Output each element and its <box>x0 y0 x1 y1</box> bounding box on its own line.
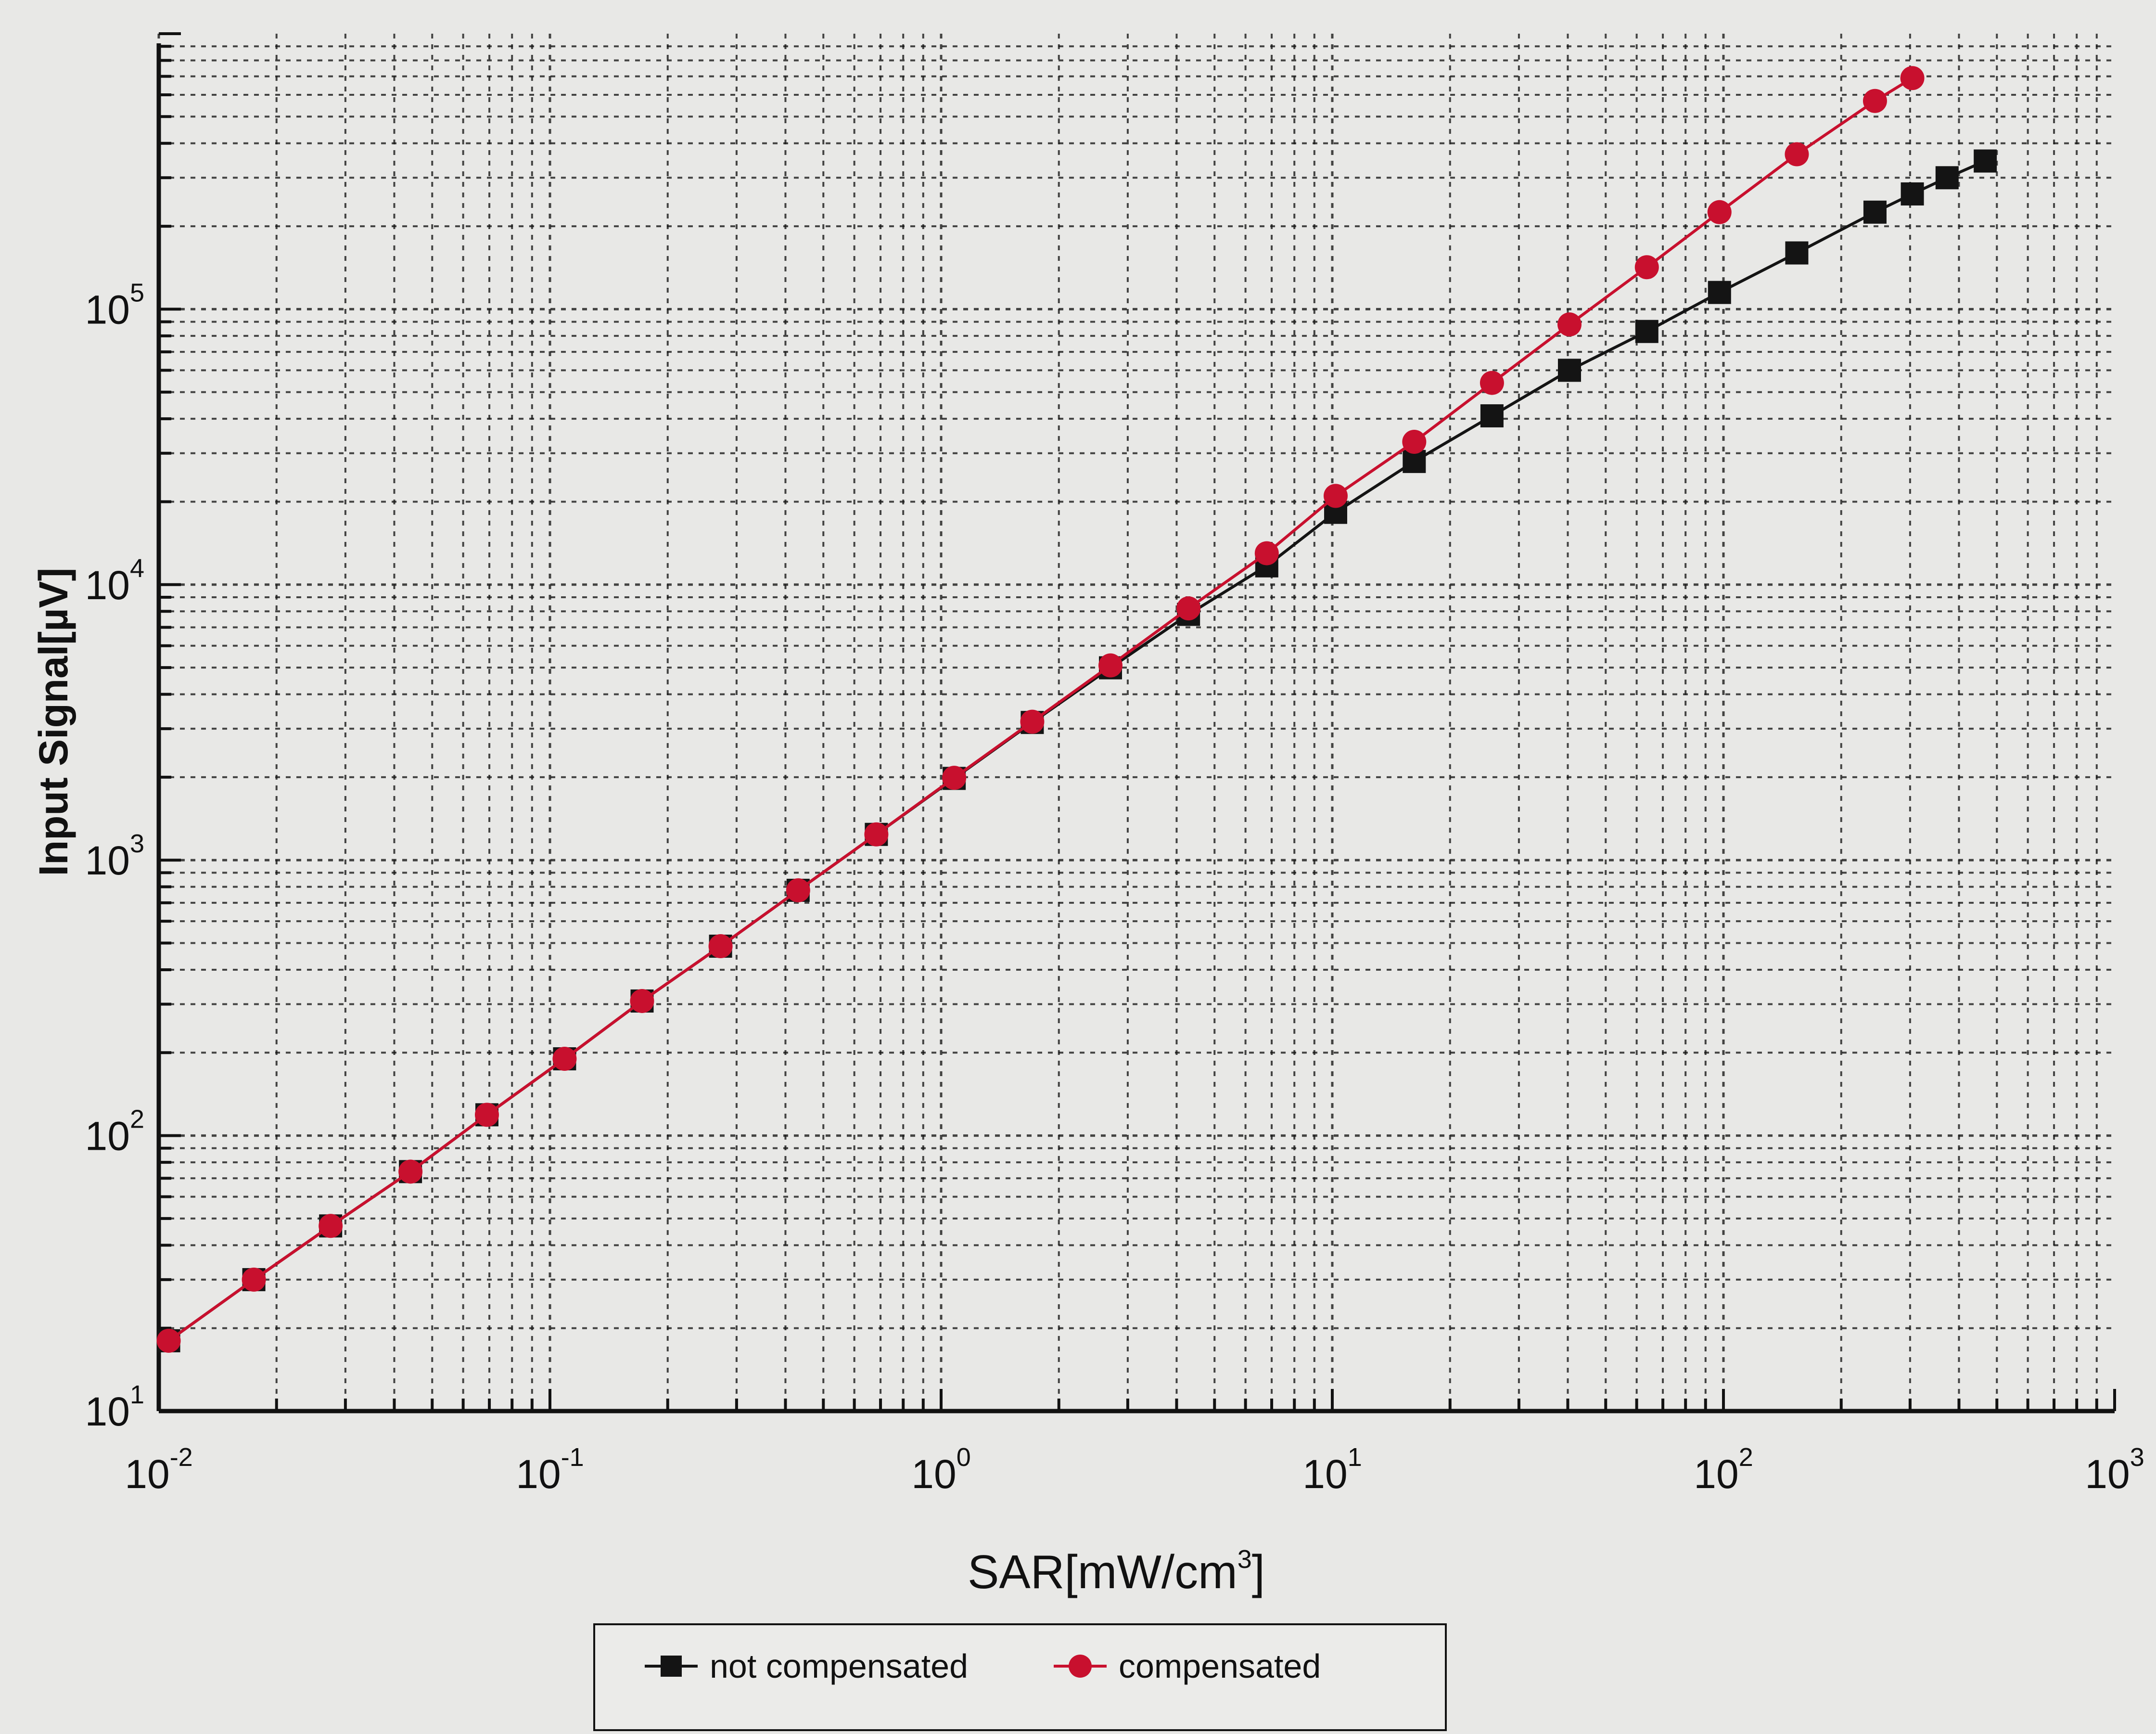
data-point-circle <box>1402 430 1427 454</box>
y-tick-exponent: 1 <box>130 1380 144 1409</box>
data-point-circle <box>1176 596 1201 621</box>
x-tick-labels: 10-2 10-1 100 101 102 103 <box>125 1443 2144 1497</box>
data-point-circle <box>1557 312 1582 337</box>
data-point-circle <box>1900 66 1925 90</box>
x-tick-label: 103 <box>2085 1443 2144 1497</box>
data-point-square <box>1557 359 1581 382</box>
legend-marker-circle <box>1069 1655 1092 1678</box>
x-tick-exponent: 3 <box>2130 1443 2144 1472</box>
data-point-circle <box>1634 255 1659 280</box>
y-tick-label: 103 <box>85 829 144 883</box>
y-tick-exponent: 4 <box>130 554 144 583</box>
series-compensated <box>156 66 1925 1353</box>
legend-box <box>593 1623 1447 1731</box>
x-tick-label: 101 <box>1302 1443 1362 1497</box>
data-point-square <box>1635 320 1658 343</box>
data-point-circle <box>942 766 967 790</box>
data-point-circle <box>156 1328 181 1353</box>
data-point-circle <box>1785 142 1809 167</box>
x-tick-base: 10 <box>516 1451 561 1497</box>
x-tick-base: 10 <box>1302 1451 1347 1497</box>
data-point-square <box>1901 182 1924 206</box>
data-point-circle <box>319 1214 343 1238</box>
x-tick-exponent: -2 <box>170 1443 193 1472</box>
data-point-circle <box>1707 200 1732 224</box>
data-point-circle <box>1098 653 1123 678</box>
x-tick-base: 10 <box>911 1451 956 1497</box>
x-tick-base: 10 <box>1694 1451 1738 1497</box>
data-point-circle <box>552 1047 577 1071</box>
x-axis-label: SAR[mW/cm3] <box>968 1545 1265 1598</box>
y-tick-label: 102 <box>85 1105 144 1159</box>
legend-item: not compensated <box>645 1647 968 1685</box>
legend-label: not compensated <box>710 1647 968 1685</box>
y-tick-exponent: 3 <box>130 829 144 858</box>
y-tick-exponent: 5 <box>130 278 144 307</box>
y-axis-label: Input Signal[µV] <box>31 568 76 876</box>
x-tick-exponent: 2 <box>1739 1443 1753 1472</box>
data-point-circle <box>1323 484 1348 508</box>
x-tick-label: 10-1 <box>516 1443 584 1497</box>
data-point-circle <box>1480 371 1504 395</box>
data-point-square <box>1974 149 1997 173</box>
data-point-circle <box>398 1159 423 1184</box>
data-point-circle <box>864 822 889 847</box>
data-point-circle <box>1020 709 1045 734</box>
y-tick-base: 10 <box>85 1114 130 1159</box>
data-point-circle <box>1863 89 1887 113</box>
y-tick-base: 10 <box>85 563 130 608</box>
legend-item: compensated <box>1054 1647 1321 1685</box>
x-tick-label: 10-2 <box>125 1443 192 1497</box>
legend-label: compensated <box>1119 1647 1321 1685</box>
x-tick-exponent: 0 <box>957 1443 971 1472</box>
data-point-square <box>1935 166 1959 190</box>
data-point-square <box>1708 281 1731 304</box>
data-point-square <box>1863 200 1887 224</box>
x-tick-label: 102 <box>1694 1443 1753 1497</box>
data-point-circle <box>474 1103 499 1127</box>
y-tick-base: 10 <box>85 1389 130 1434</box>
y-tick-label: 101 <box>85 1380 144 1434</box>
data-point-square <box>1480 404 1504 428</box>
x-tick-exponent: -1 <box>561 1443 584 1472</box>
x-tick-base: 10 <box>2085 1451 2130 1497</box>
y-tick-base: 10 <box>85 287 130 332</box>
series-layer <box>156 66 1997 1353</box>
y-tick-label: 105 <box>85 278 144 332</box>
legend-marker-square <box>661 1656 682 1677</box>
y-tick-base: 10 <box>85 838 130 883</box>
x-tick-base: 10 <box>125 1451 169 1497</box>
x-tick-label: 100 <box>911 1443 970 1497</box>
data-point-circle <box>242 1267 266 1292</box>
y-tick-exponent: 2 <box>130 1105 144 1134</box>
data-point-circle <box>630 989 654 1013</box>
data-point-circle <box>708 934 733 959</box>
series-line <box>167 77 1914 1342</box>
axes <box>156 32 2116 1413</box>
data-point-square <box>1785 241 1809 265</box>
x-tick-exponent: 1 <box>1348 1443 1362 1472</box>
legend: not compensated compensated <box>593 1623 1447 1731</box>
y-tick-label: 104 <box>85 554 144 608</box>
data-point-circle <box>1254 541 1279 565</box>
data-point-circle <box>786 878 810 902</box>
